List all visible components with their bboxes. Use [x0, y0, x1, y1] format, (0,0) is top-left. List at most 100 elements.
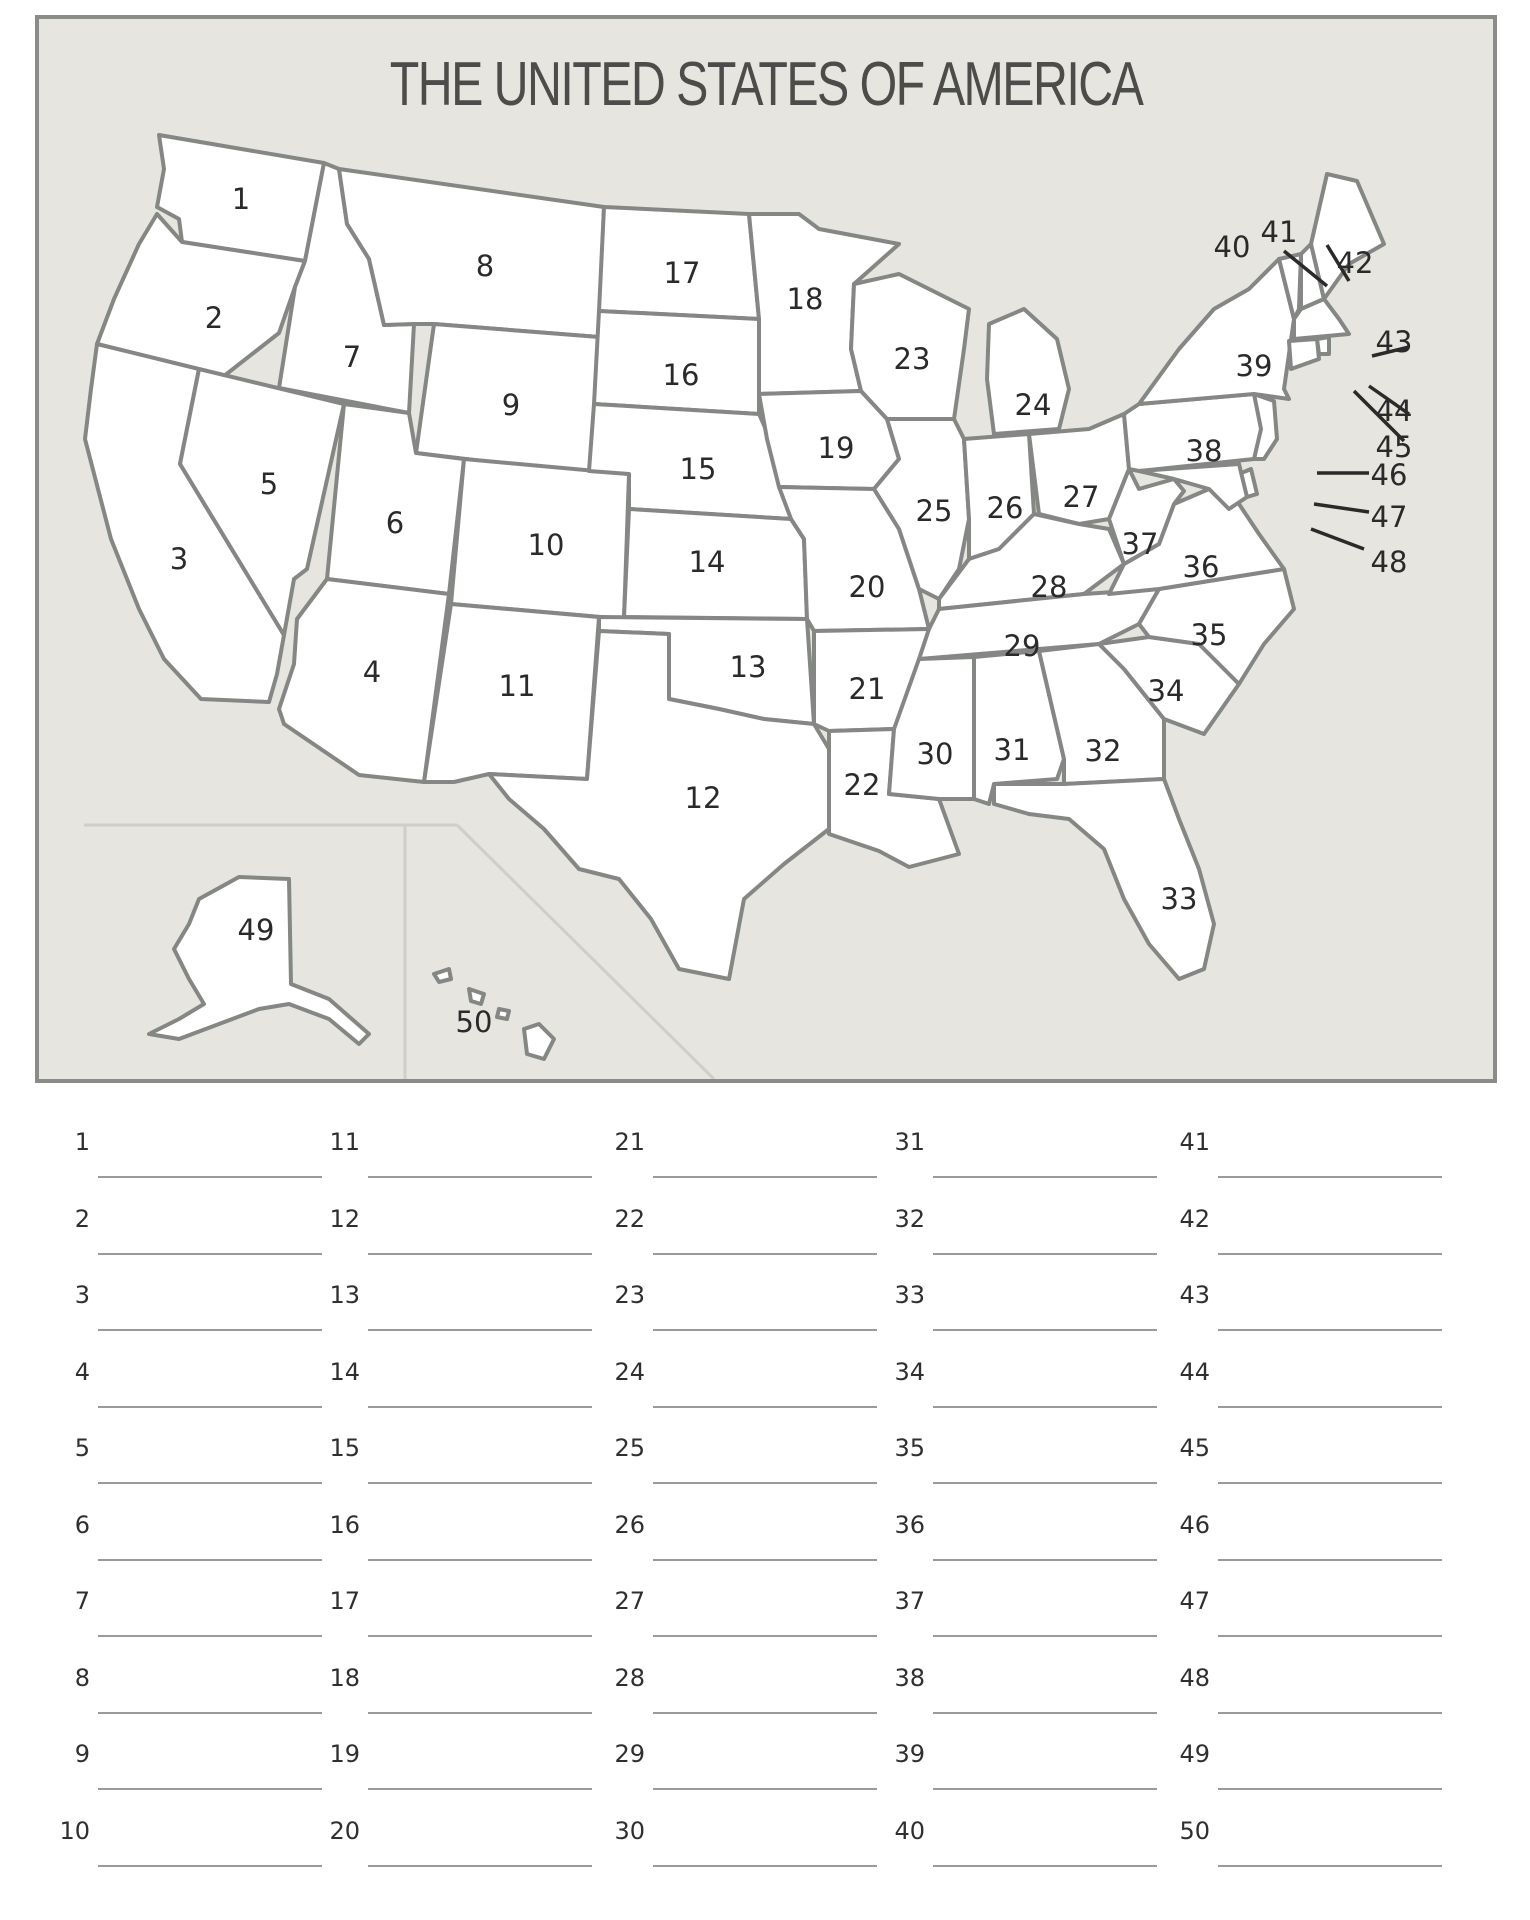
state-label-layer: 1234567891011121314151617181920212223242… [170, 182, 1413, 1039]
answer-input[interactable] [933, 1842, 1157, 1867]
answer-input[interactable] [933, 1613, 1157, 1637]
state-new-jersey[interactable] [1252, 392, 1279, 461]
state-number-label: 14 [689, 545, 726, 579]
answer-number: 18 [329, 1663, 360, 1692]
answer-input[interactable] [98, 1613, 322, 1637]
answer-input[interactable] [933, 1307, 1157, 1331]
answer-input[interactable] [98, 1230, 322, 1255]
answer-input[interactable] [653, 1842, 877, 1867]
answer-input[interactable] [368, 1154, 592, 1178]
answer-number: 17 [329, 1587, 360, 1615]
state-west-virginia[interactable] [1107, 467, 1186, 566]
answer-input[interactable] [98, 1842, 322, 1867]
answer-input[interactable] [653, 1689, 877, 1714]
answer-number: 42 [1179, 1204, 1210, 1233]
answer-input[interactable] [1218, 1154, 1442, 1178]
answer-input[interactable] [368, 1383, 592, 1408]
answer-number: 47 [1179, 1587, 1210, 1615]
answer-input[interactable] [1218, 1766, 1442, 1790]
answer-input[interactable] [98, 1307, 322, 1331]
answer-input[interactable] [1218, 1689, 1442, 1714]
answer-input[interactable] [933, 1154, 1157, 1178]
answer-input[interactable] [1218, 1536, 1442, 1561]
state-connecticut[interactable] [1287, 337, 1321, 371]
leader-line [1313, 502, 1370, 514]
answer-input[interactable] [933, 1689, 1157, 1714]
answer-input[interactable] [653, 1154, 877, 1178]
answer-input[interactable] [98, 1536, 322, 1561]
answer-number: 19 [329, 1740, 360, 1768]
answer-input[interactable] [653, 1460, 877, 1484]
state-number-label: 29 [1004, 629, 1041, 663]
state-number-label: 37 [1122, 527, 1159, 561]
state-north-carolina[interactable] [1137, 567, 1296, 686]
leader-line [1282, 249, 1329, 288]
answer-input[interactable] [653, 1766, 877, 1790]
answer-input[interactable] [1218, 1307, 1442, 1331]
answer-input[interactable] [653, 1307, 877, 1331]
answer-number: 24 [614, 1357, 645, 1386]
state-number-label: 1 [232, 182, 250, 216]
answer-number: 30 [614, 1816, 645, 1845]
answer-number: 3 [74, 1281, 90, 1309]
answer-input[interactable] [933, 1766, 1157, 1790]
answer-input[interactable] [933, 1383, 1157, 1408]
answer-input[interactable] [653, 1613, 877, 1637]
answer-input[interactable] [368, 1230, 592, 1255]
answer-input[interactable] [933, 1230, 1157, 1255]
answer-input[interactable] [98, 1689, 322, 1714]
state-alaska[interactable] [147, 875, 371, 1046]
state-hawaii-islands[interactable] [432, 967, 511, 1021]
state-number-label: 3 [170, 542, 188, 576]
state-number-label: 2 [205, 301, 223, 335]
answer-input[interactable] [1218, 1842, 1442, 1867]
answer-number: 26 [614, 1510, 645, 1539]
answer-number: 12 [329, 1204, 360, 1233]
state-number-label: 19 [818, 431, 855, 465]
answer-number: 41 [1179, 1128, 1210, 1156]
state-number-label: 34 [1148, 674, 1185, 708]
answer-input[interactable] [368, 1842, 592, 1867]
answer-number: 2 [74, 1204, 90, 1233]
state-number-label: 27 [1063, 480, 1100, 514]
state-texas[interactable] [487, 629, 831, 981]
state-number-label: 5 [260, 467, 278, 501]
state-arizona[interactable] [277, 577, 451, 784]
answer-input[interactable] [368, 1460, 592, 1484]
answer-number: 11 [329, 1128, 360, 1156]
answer-input[interactable] [98, 1766, 322, 1790]
answer-number: 16 [329, 1510, 360, 1539]
answer-input[interactable] [368, 1536, 592, 1561]
state-number-label: 23 [894, 342, 931, 376]
answer-input[interactable] [98, 1154, 322, 1178]
answer-input[interactable] [98, 1460, 322, 1484]
leader-line [1352, 389, 1406, 443]
answer-input[interactable] [368, 1307, 592, 1331]
state-number-label: 38 [1186, 434, 1223, 468]
state-number-label: 7 [343, 340, 361, 374]
answer-input[interactable] [653, 1383, 877, 1408]
state-maryland[interactable] [1137, 462, 1249, 511]
answer-number: 29 [614, 1740, 645, 1768]
answer-input[interactable] [653, 1230, 877, 1255]
state-hawaii[interactable] [522, 1022, 556, 1061]
answer-input[interactable] [1218, 1613, 1442, 1637]
state-michigan[interactable] [985, 307, 1071, 436]
state-number-label: 39 [1236, 349, 1273, 383]
answer-input[interactable] [368, 1613, 592, 1637]
us-map: 1234567891011121314151617181920212223242… [83, 133, 1413, 1079]
state-number-label: 49 [238, 913, 275, 947]
state-number-label: 35 [1191, 618, 1228, 652]
answer-input[interactable] [933, 1536, 1157, 1561]
state-oregon[interactable] [95, 212, 307, 378]
answer-input[interactable] [368, 1689, 592, 1714]
answer-input[interactable] [98, 1383, 322, 1408]
answer-input[interactable] [933, 1460, 1157, 1484]
answer-input[interactable] [1218, 1460, 1442, 1484]
answer-input[interactable] [653, 1536, 877, 1561]
answer-number: 15 [329, 1434, 360, 1462]
answer-input[interactable] [1218, 1383, 1442, 1408]
state-florida[interactable] [992, 777, 1216, 981]
answer-input[interactable] [1218, 1230, 1442, 1255]
answer-input[interactable] [368, 1766, 592, 1790]
